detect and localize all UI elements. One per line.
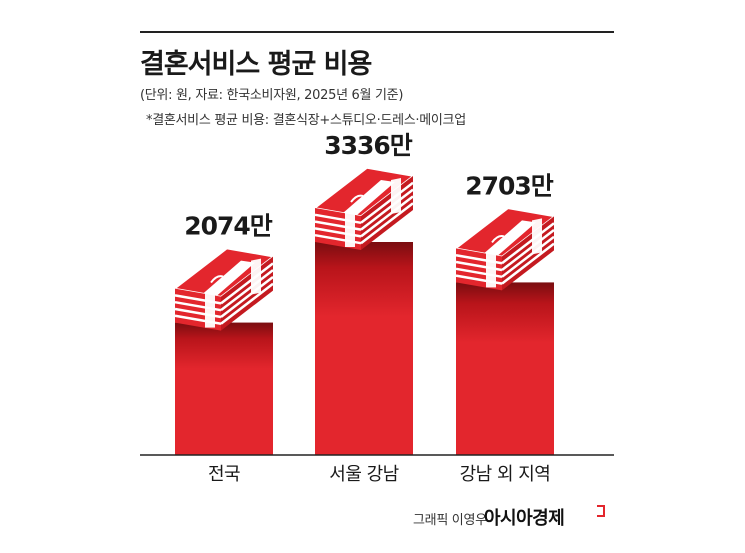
money-band-side xyxy=(251,258,261,295)
money-band-top xyxy=(484,220,536,256)
value-label: 2074만 xyxy=(184,212,273,241)
category-label: 서울 강남 xyxy=(329,464,398,485)
money-stripe xyxy=(501,242,555,285)
money-stack-icon xyxy=(454,207,556,291)
brand-logo: 아시아경제 xyxy=(484,508,565,529)
money-stripe xyxy=(501,235,555,278)
bar-body xyxy=(456,282,554,455)
bar-3 xyxy=(454,207,556,455)
money-notch xyxy=(491,235,505,244)
money-band-side xyxy=(532,218,542,255)
source-note: (단위: 원, 자료: 한국소비자원, 2025년 6월 기준) xyxy=(140,88,404,103)
money-stripe xyxy=(360,195,414,238)
money-stripe xyxy=(360,181,414,224)
money-notch xyxy=(210,275,224,284)
money-band-front xyxy=(205,293,215,328)
footnote: *결혼서비스 평균 비용: 결혼식장+스튜디오·드레스·메이크업 xyxy=(146,113,466,128)
money-band-front xyxy=(345,213,355,247)
money-band-top xyxy=(203,260,255,296)
money-stripe xyxy=(360,202,414,245)
money-stripe xyxy=(220,262,274,305)
bar-body xyxy=(175,322,273,455)
money-stripe xyxy=(220,269,274,312)
money-stack-icon xyxy=(313,167,415,250)
money-band-front xyxy=(486,253,496,288)
bar-body xyxy=(315,242,413,455)
top-rule xyxy=(140,31,614,33)
value-label: 3336만 xyxy=(324,131,413,160)
category-label: 강남 외 지역 xyxy=(460,464,551,485)
money-stripe xyxy=(220,282,274,325)
money-stripe xyxy=(501,222,555,265)
money-stack-icon xyxy=(173,247,275,331)
chart-title: 결혼서비스 평균 비용 xyxy=(140,49,372,80)
money-notch xyxy=(350,194,364,203)
category-label: 전국 xyxy=(208,464,240,485)
red-flag-icon xyxy=(597,505,605,517)
money-stripe xyxy=(501,229,555,272)
value-label: 2703만 xyxy=(465,171,554,200)
bar-2 xyxy=(313,167,415,455)
bars-group xyxy=(173,167,556,455)
graphic-credit: 그래픽 이영우 xyxy=(413,513,487,528)
bar-1 xyxy=(173,247,275,455)
money-band-top xyxy=(343,180,395,215)
money-stripe xyxy=(360,188,414,231)
money-band-side xyxy=(391,178,401,214)
money-stripe xyxy=(220,275,274,318)
